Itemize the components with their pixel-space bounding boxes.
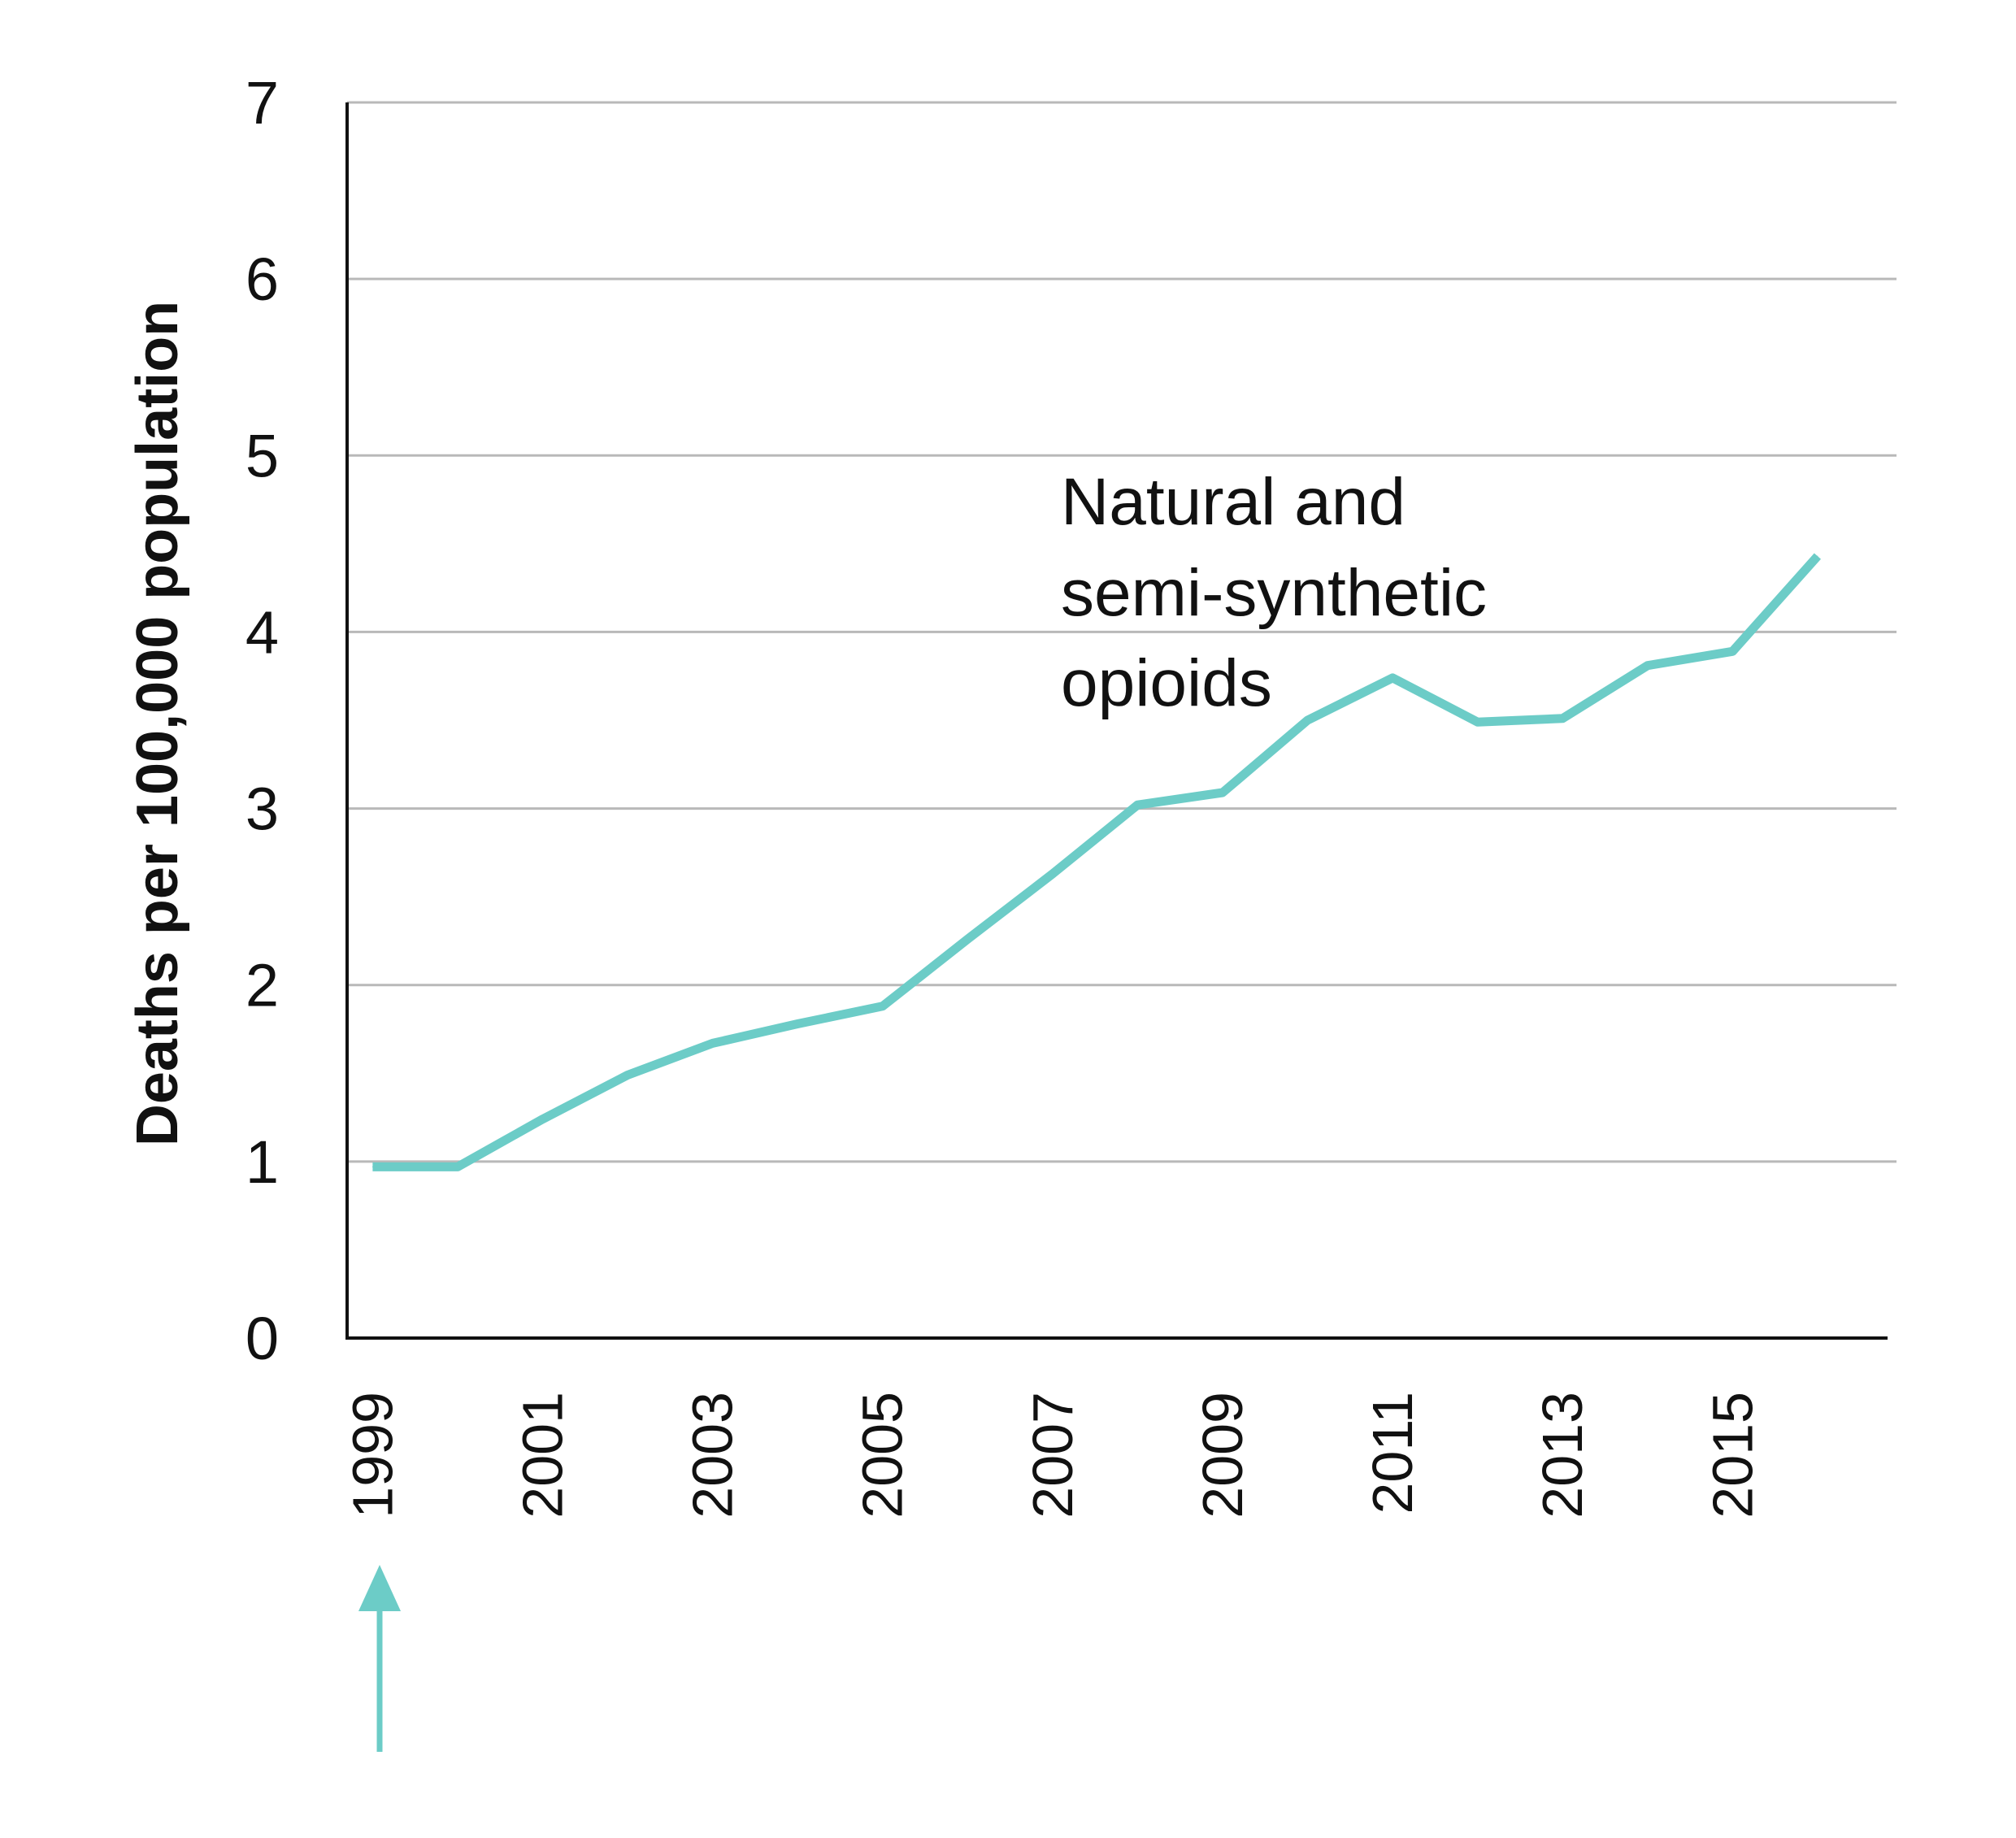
y-tick-label-0: 0 <box>245 1305 279 1372</box>
x-tick-label-2007: 2007 <box>1021 1392 1084 1519</box>
data-point-2010 <box>1307 719 1308 721</box>
x-tick-label-2005: 2005 <box>851 1392 915 1519</box>
y-tick-label-6: 6 <box>245 246 279 313</box>
arrow-head <box>358 1565 401 1611</box>
data-point-2014 <box>1647 665 1649 667</box>
x-tick-label-2015: 2015 <box>1701 1392 1764 1519</box>
y-tick-label-7: 7 <box>245 69 279 137</box>
x-tick-label-1999: 1999 <box>341 1392 404 1519</box>
series-line-0 <box>372 553 1822 1171</box>
data-point-2016 <box>1817 555 1818 557</box>
data-point-2008 <box>1136 804 1138 806</box>
data-point-2012 <box>1477 721 1479 723</box>
gridlines <box>347 101 1897 1163</box>
start-year-arrow <box>358 1565 401 1752</box>
series-group <box>371 553 1822 1171</box>
y-tick-label-5: 5 <box>245 422 279 489</box>
x-tick-label-2011: 2011 <box>1361 1392 1424 1514</box>
y-tick-label-3: 3 <box>245 776 279 843</box>
y-tick-label-4: 4 <box>245 598 279 666</box>
annotation-line-2: semi-synthetic <box>1061 556 1487 630</box>
y-tick-label-2: 2 <box>245 952 279 1019</box>
axes <box>345 102 1888 1340</box>
y-axis-label: Deaths per 100,000 population <box>125 301 190 1146</box>
x-tick-label-2009: 2009 <box>1191 1392 1254 1519</box>
annotation-line-3: opioids <box>1061 646 1272 720</box>
data-point-2007 <box>1052 873 1054 875</box>
annotation-line-1: Natural and <box>1061 465 1406 539</box>
x-tick-label-2003: 2003 <box>681 1392 745 1519</box>
y-tick-label-1: 1 <box>245 1128 279 1196</box>
data-point-2015 <box>1731 650 1733 652</box>
data-point-2003 <box>712 1042 714 1044</box>
x-tick-label-2001: 2001 <box>511 1392 574 1519</box>
data-point-2013 <box>1562 718 1563 719</box>
y-tick-labels: 0 1 2 3 4 5 6 7 <box>245 69 279 1372</box>
x-tick-labels: 1999 2001 2003 2005 2007 2009 2011 2013 2015 <box>341 1392 1764 1519</box>
data-point-2006 <box>967 938 968 940</box>
x-tick-label-2013: 2013 <box>1531 1392 1594 1519</box>
data-point-2004 <box>797 1023 798 1024</box>
